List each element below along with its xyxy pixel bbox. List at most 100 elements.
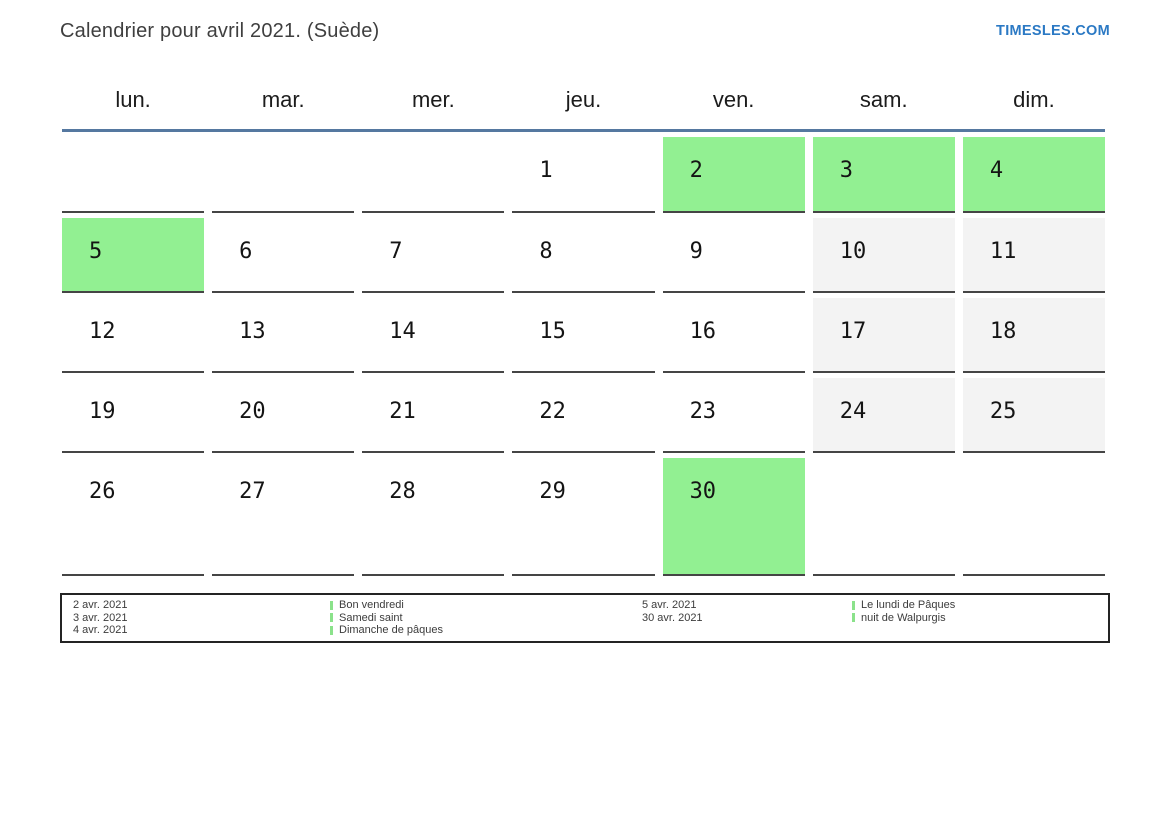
day-cell-16: 16 [662, 293, 805, 373]
day-cell-5: 5 [62, 213, 205, 293]
legend-events-column: Bon vendredi Samedi saint Dimanche de pâqu… [330, 599, 443, 637]
day-number: 27 [239, 479, 266, 504]
weekday-label-mar: mar. [261, 87, 305, 112]
legend-box: 2 avr. 2021 3 avr. 2021 4 avr. 2021 Bon ven… [60, 593, 1110, 643]
day-number: 12 [89, 319, 116, 344]
legend-event: Samedi saint [330, 612, 443, 625]
legend-dates-column: 5 avr. 2021 30 avr. 2021 [642, 599, 703, 624]
day-cell-26: 26 [62, 453, 205, 576]
weekday-header-row: lun. mar. mer. jeu. ven. sam. dim. [62, 86, 1105, 132]
holiday-marker-icon [330, 600, 333, 610]
day-cell-empty [62, 132, 205, 213]
day-cell-empty [812, 453, 955, 576]
day-number: 4 [989, 158, 1004, 183]
calendar-grid: 1 2 3 4 5 6 7 8 9 10 11 12 13 14 15 16 17 18 19 20 21 22 23 24 2… [62, 132, 1105, 576]
day-number: 17 [839, 319, 867, 344]
legend-event-label: Bon vendredi [339, 599, 404, 612]
day-number: 19 [89, 399, 116, 424]
day-cell-9: 9 [662, 213, 805, 293]
legend-event-label: Dimanche de pâques [339, 624, 443, 637]
day-cell-8: 8 [512, 213, 655, 293]
day-number: 8 [539, 239, 553, 264]
legend-event: Bon vendredi [330, 599, 443, 612]
day-number: 2 [689, 158, 703, 183]
day-cell-2: 2 [662, 132, 805, 213]
day-cell-21: 21 [362, 373, 505, 453]
day-cell-22: 22 [512, 373, 655, 453]
day-cell-13: 13 [212, 293, 355, 373]
day-cell-10: 10 [812, 213, 955, 293]
weekday-label-jeu: jeu. [565, 87, 602, 112]
legend-date: 4 avr. 2021 [73, 624, 128, 637]
day-number: 14 [389, 319, 416, 344]
day-cell-23: 23 [662, 373, 805, 453]
day-cell-12: 12 [62, 293, 205, 373]
legend-event: Dimanche de pâques [330, 624, 443, 637]
weekday-label-dim: dim. [1013, 87, 1055, 112]
legend-date: 3 avr. 2021 [73, 611, 128, 624]
day-number: 16 [689, 319, 717, 344]
day-number: 25 [989, 399, 1017, 424]
day-cell-11: 11 [962, 213, 1105, 293]
legend-event: nuit de Walpurgis [852, 612, 955, 625]
day-cell-18: 18 [962, 293, 1105, 373]
day-number: 13 [239, 319, 266, 344]
day-number: 1 [539, 158, 553, 183]
legend-date: 30 avr. 2021 [642, 611, 703, 624]
day-cell-empty [212, 132, 355, 213]
legend-date: 2 avr. 2021 [73, 599, 128, 612]
day-cell-27: 27 [212, 453, 355, 576]
weekday-label-ven: ven. [712, 87, 755, 112]
day-cell-29: 29 [512, 453, 655, 576]
day-cell-24: 24 [812, 373, 955, 453]
day-number: 5 [89, 239, 103, 264]
day-cell-14: 14 [362, 293, 505, 373]
day-number: 10 [839, 239, 867, 264]
day-cell-19: 19 [62, 373, 205, 453]
day-cell-15: 15 [512, 293, 655, 373]
legend-event-label: Samedi saint [339, 611, 403, 624]
legend-events-column: Le lundi de Pâques nuit de Walpurgis [852, 599, 955, 624]
day-cell-empty [962, 453, 1105, 576]
day-number: 18 [989, 319, 1017, 344]
holiday-marker-icon [852, 600, 855, 610]
day-cell-empty [362, 132, 505, 213]
holiday-marker-icon [852, 613, 855, 623]
day-number: 15 [539, 319, 566, 344]
weekday-label-lun: lun. [115, 87, 151, 112]
day-number: 6 [239, 239, 253, 264]
day-cell-7: 7 [362, 213, 505, 293]
legend-event: Le lundi de Pâques [852, 599, 955, 612]
day-cell-6: 6 [212, 213, 355, 293]
day-cell-25: 25 [962, 373, 1105, 453]
weekday-label-mer: mer. [411, 87, 455, 112]
day-number: 21 [389, 399, 416, 424]
day-cell-4: 4 [962, 132, 1105, 213]
day-number: 30 [689, 479, 717, 504]
holiday-marker-icon [330, 625, 333, 635]
legend-dates-column: 2 avr. 2021 3 avr. 2021 4 avr. 2021 [73, 599, 127, 637]
day-cell-17: 17 [812, 293, 955, 373]
day-cell-1: 1 [512, 132, 655, 213]
day-number: 23 [689, 399, 717, 424]
legend-event-label: Le lundi de Pâques [861, 599, 956, 612]
holiday-marker-icon [330, 613, 333, 623]
day-cell-3: 3 [812, 132, 955, 213]
day-number: 9 [689, 239, 703, 264]
day-number: 26 [89, 479, 116, 504]
page-title: Calendrier pour avril 2021. (Suède) [60, 20, 380, 42]
legend-event-label: nuit de Walpurgis [861, 611, 946, 624]
day-number: 29 [539, 479, 566, 504]
legend-date: 5 avr. 2021 [642, 599, 697, 612]
day-cell-20: 20 [212, 373, 355, 453]
day-number: 22 [539, 399, 566, 424]
day-number: 3 [839, 158, 853, 183]
day-number: 7 [389, 239, 403, 264]
weekday-label-sam: sam. [859, 87, 908, 112]
day-number: 28 [389, 479, 416, 504]
day-number: 11 [989, 239, 1017, 264]
day-cell-30: 30 [662, 453, 805, 576]
day-cell-28: 28 [362, 453, 505, 576]
brand-link[interactable]: TIMESLES.COM [996, 23, 1110, 39]
